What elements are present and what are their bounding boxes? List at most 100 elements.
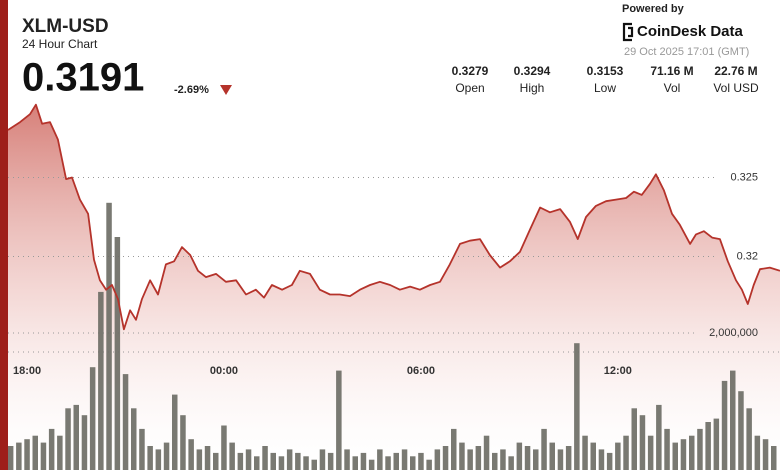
volume-bar [245, 449, 252, 470]
volume-bar [98, 291, 104, 470]
brand-name: CoinDesk Data [637, 23, 744, 40]
volume-bar [48, 428, 55, 470]
volume-bar [598, 449, 605, 470]
volume-bar [705, 422, 711, 470]
volume-bar [713, 418, 720, 470]
stat-value: 22.76 M [714, 64, 757, 78]
chart-title: XLM-USD [22, 16, 109, 37]
brand-logo [622, 22, 634, 42]
volume-bar [631, 408, 637, 470]
volume-bar [672, 442, 678, 470]
volume-bar [286, 449, 293, 470]
volume-bar [533, 449, 539, 470]
stat-label: Vol USD [713, 81, 759, 95]
volume-bar [16, 442, 22, 470]
volume-bar [57, 435, 63, 470]
volume-bar [40, 442, 47, 470]
volume-bar [385, 456, 391, 470]
volume-bar [155, 449, 162, 470]
volume-bar [418, 452, 424, 470]
volume-bar [771, 446, 777, 470]
volume-bar [352, 456, 358, 470]
volume-bar [106, 202, 112, 470]
volume-bar [426, 459, 432, 470]
volume-bar [647, 435, 654, 470]
volume-bar [721, 380, 728, 470]
volume-bar [32, 435, 38, 470]
stat-label: Open [455, 81, 484, 95]
volume-bar [262, 446, 268, 470]
volume-bar [24, 439, 30, 470]
volume-bar [204, 446, 211, 470]
volume-bar [475, 446, 482, 470]
volume-bar [541, 428, 547, 470]
volume-bar [311, 459, 317, 470]
down-arrow [220, 85, 232, 95]
volume-bar [508, 456, 514, 470]
volume-bar [524, 446, 531, 470]
volume-bar [623, 435, 629, 470]
stat-value: 0.3153 [587, 64, 624, 78]
volume-bar [574, 343, 580, 470]
volume-bar [270, 452, 276, 470]
volume-bar [73, 404, 79, 470]
volume-bar [697, 428, 703, 470]
volume-bar [590, 442, 596, 470]
volume-bar [180, 415, 186, 470]
volume-bar [762, 439, 769, 470]
stat-value: 0.3279 [452, 64, 489, 78]
volume-bar [139, 428, 145, 470]
volume-bar [606, 452, 613, 470]
chart-subtitle: 24 Hour Chart [22, 37, 98, 51]
volume-bar [656, 404, 662, 470]
volume-bar [114, 237, 121, 470]
price-line [7, 103, 780, 331]
volume-bar [319, 449, 326, 470]
volume-bar [221, 425, 227, 470]
volume-bar [401, 449, 408, 470]
volume-bar [483, 435, 490, 470]
volume-bar [336, 370, 342, 470]
volume-bar [689, 435, 695, 470]
price-change: -2.69% [174, 84, 209, 96]
volume-bar [582, 435, 588, 470]
volume-bar [229, 442, 235, 470]
volume-bar [122, 374, 129, 470]
stats: 0.3279 Open 0.3294 High 0.3153 Low 71.16 M Vol 2… [452, 64, 759, 95]
volume-bar [680, 439, 687, 470]
volume-bar [89, 367, 96, 470]
volume-bar [188, 439, 194, 470]
volume-bar [147, 446, 153, 470]
y2-tick-label: 2,000,000 [709, 327, 758, 339]
volume-bar [467, 449, 473, 470]
plot-area: 0.32 0.325 2,000,000 18:00 00:00 06:00 12:00 [7, 103, 780, 470]
volume-bar [81, 415, 88, 470]
volume-bar [492, 452, 498, 470]
volume-bar [237, 452, 244, 470]
volume-bar [344, 449, 350, 470]
volume-bar [459, 442, 465, 470]
stat-value: 71.16 M [650, 64, 693, 78]
volume-bar [172, 394, 178, 470]
volume-bar [213, 452, 219, 470]
volume-bar [565, 446, 572, 470]
x-tick-label: 06:00 [407, 365, 435, 377]
volume-bar [368, 459, 375, 470]
volume-bar [746, 408, 752, 470]
volume-bar [360, 452, 367, 470]
volume-bar [434, 449, 441, 470]
x-tick-label: 00:00 [210, 365, 238, 377]
timestamp: 29 Oct 2025 17:01 (GMT) [624, 46, 749, 58]
volume-bar [549, 442, 555, 470]
volume-bar [754, 435, 761, 470]
volume-bar [664, 428, 670, 470]
stat-label: High [520, 81, 545, 95]
x-tick-label: 18:00 [13, 365, 41, 377]
volume-bar [442, 446, 449, 470]
powered-by: Powered by [622, 3, 685, 15]
volume-bar [615, 442, 621, 470]
volume-bar [738, 391, 744, 470]
stat-label: Vol [664, 81, 681, 95]
